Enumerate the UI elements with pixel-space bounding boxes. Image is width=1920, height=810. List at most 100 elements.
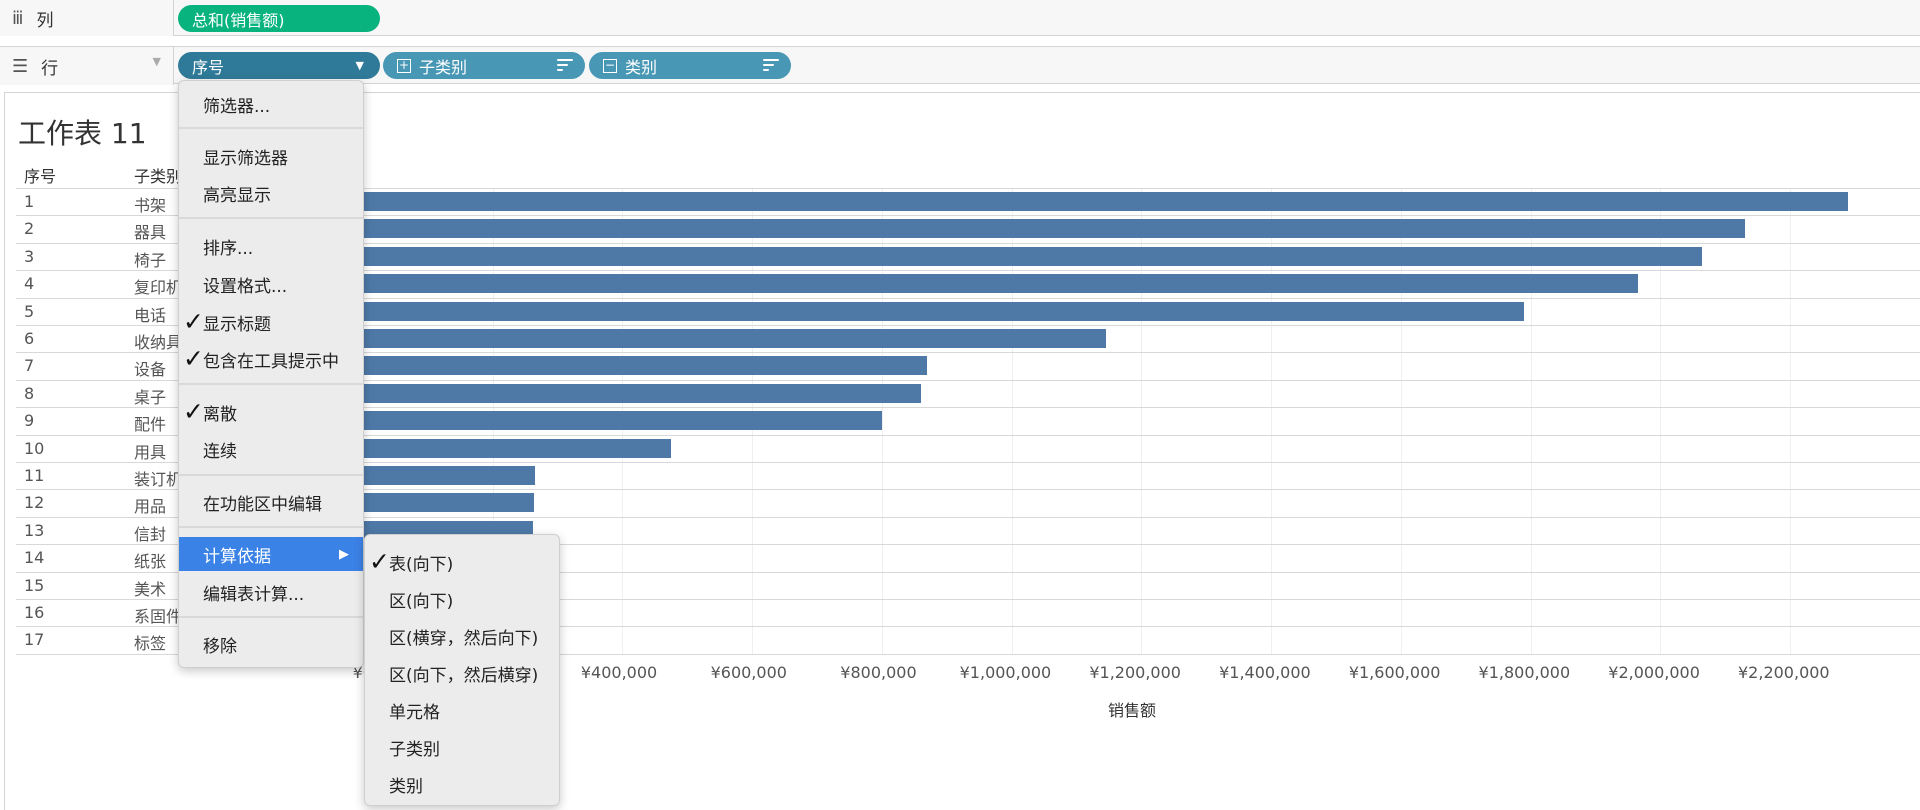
menu-separator	[179, 127, 363, 129]
row-subcategory: 美术	[134, 579, 167, 599]
gridline	[1141, 188, 1143, 654]
sort-descending-icon[interactable]	[557, 56, 573, 74]
bar[interactable]	[363, 246, 1703, 266]
row-divider	[16, 379, 1920, 381]
context-menu-item[interactable]: ✓ 显示标题	[179, 305, 363, 339]
row-index: 14	[24, 548, 45, 568]
context-menu-item[interactable]: 显示筛选器	[179, 139, 363, 173]
submenu-item-label: 区(向下，然后横穿)	[389, 665, 539, 686]
context-menu-item[interactable]: 连续	[179, 432, 363, 466]
context-menu-item[interactable]: 筛选器...	[179, 87, 363, 121]
x-tick-label: ¥1,200,000	[1089, 663, 1181, 682]
context-menu-item[interactable]: 移除	[179, 627, 363, 661]
bar[interactable]	[363, 466, 535, 485]
submenu-item-label: 单元格	[389, 702, 440, 723]
collapse-icon[interactable]: −	[603, 57, 617, 73]
context-menu-item[interactable]: 高亮显示	[179, 176, 363, 210]
context-menu-item-label: 编辑表计算...	[203, 584, 305, 605]
context-menu-item[interactable]: 在功能区中编辑	[179, 485, 363, 519]
columns-shelf-label: ⅲ 列	[0, 0, 174, 36]
row-index: 8	[24, 383, 35, 403]
bar[interactable]	[363, 411, 882, 431]
submenu-item[interactable]: 区(向下，然后横穿)	[365, 656, 559, 690]
columns-label-text: 列	[36, 10, 54, 31]
rows-pill-category[interactable]: − 类别	[589, 52, 791, 79]
x-tick-label: ¥600,000	[710, 663, 787, 682]
row-divider	[16, 516, 1920, 518]
bar[interactable]	[363, 438, 672, 458]
bar[interactable]	[363, 274, 1638, 294]
row-subcategory: 桌子	[134, 387, 167, 407]
submenu-item[interactable]: 区(向下)	[365, 582, 559, 616]
row-index: 6	[24, 329, 35, 348]
measure-pill-sum-sales[interactable]: 总和(销售额)	[178, 5, 380, 32]
row-subcategory: 信封	[134, 524, 167, 544]
row-index: 5	[24, 301, 35, 321]
submenu-item[interactable]: 子类别	[365, 730, 559, 764]
rows-label-text: 行	[41, 58, 59, 79]
gridline	[1011, 188, 1013, 654]
submenu-item[interactable]: ✓ 表(向下)	[365, 545, 559, 579]
rows-pill-subcategory[interactable]: + 子类别	[383, 52, 585, 79]
x-tick-label: ¥2,200,000	[1738, 663, 1830, 682]
row-divider	[16, 242, 1920, 244]
row-index: 9	[24, 411, 35, 431]
context-menu-item-label: 离散	[203, 404, 237, 425]
bar[interactable]	[363, 192, 1849, 211]
bar[interactable]	[363, 356, 928, 376]
row-divider	[16, 599, 1920, 600]
bar[interactable]	[363, 301, 1525, 321]
measure-pill-label: 总和(销售额)	[192, 10, 285, 30]
menu-separator	[179, 616, 363, 618]
expand-icon[interactable]: +	[397, 57, 411, 73]
context-menu: 筛选器... 显示筛选器 高亮显示排序... 设置格式... ✓ 显示标题 ✓ 包含在工具提示…	[178, 80, 364, 668]
row-subcategory: 收纳具	[134, 333, 183, 352]
gridline	[1790, 188, 1791, 654]
row-subcategory: 标签	[134, 634, 167, 654]
context-menu-item-label: 筛选器...	[203, 96, 271, 117]
row-index: 3	[24, 246, 35, 266]
context-menu-item[interactable]: 排序...	[179, 229, 363, 263]
sort-descending-icon[interactable]	[763, 56, 779, 74]
row-index: 16	[24, 603, 45, 622]
row-divider	[16, 215, 1920, 217]
submenu-item[interactable]: 类别	[365, 767, 559, 801]
x-tick-label: ¥800,000	[840, 663, 917, 682]
row-divider	[16, 297, 1920, 299]
x-tick-label: ¥2,000,000	[1608, 663, 1700, 682]
rows-pill-index[interactable]: 序号 ▼	[178, 52, 380, 79]
row-index: 2	[24, 219, 35, 239]
context-menu-item-label: 设置格式...	[203, 276, 288, 297]
row-subcategory: 电话	[134, 305, 167, 325]
row-subcategory: 椅子	[134, 250, 167, 270]
x-tick-label: ¥1,800,000	[1478, 663, 1571, 682]
row-divider	[16, 434, 1920, 436]
bar[interactable]	[363, 493, 535, 513]
row-index: 1	[24, 192, 35, 211]
menu-separator	[179, 217, 363, 219]
row-subcategory: 用具	[134, 442, 167, 462]
bar[interactable]	[363, 329, 1106, 348]
row-divider	[16, 571, 1920, 573]
chevron-down-icon[interactable]: ▼	[355, 59, 364, 72]
submenu-item[interactable]: 单元格	[365, 693, 559, 727]
submenu-item[interactable]: 区(横穿，然后向下)	[365, 619, 559, 653]
gridline	[1271, 188, 1273, 654]
row-subcategory: 系固件	[134, 607, 183, 626]
bar[interactable]	[363, 383, 921, 403]
row-subcategory: 器具	[134, 223, 167, 243]
chevron-down-icon[interactable]: ▼	[152, 55, 161, 68]
context-menu-item[interactable]: ✓ 包含在工具提示中	[179, 342, 363, 376]
submenu-item-label: 表(向下)	[389, 554, 454, 575]
context-menu-item[interactable]: ✓ 离散	[179, 395, 363, 429]
bar[interactable]	[363, 219, 1745, 239]
context-menu-item[interactable]: 计算依据 ▶	[179, 537, 363, 571]
checkmark-icon: ✓	[183, 397, 204, 426]
context-menu-item-label: 排序...	[203, 238, 254, 259]
row-divider	[16, 352, 1920, 354]
row-divider	[16, 489, 1920, 491]
row-subcategory: 用品	[134, 497, 167, 517]
row-divider	[16, 325, 1920, 326]
context-menu-item[interactable]: 编辑表计算...	[179, 575, 363, 609]
context-menu-item[interactable]: 设置格式...	[179, 267, 363, 301]
